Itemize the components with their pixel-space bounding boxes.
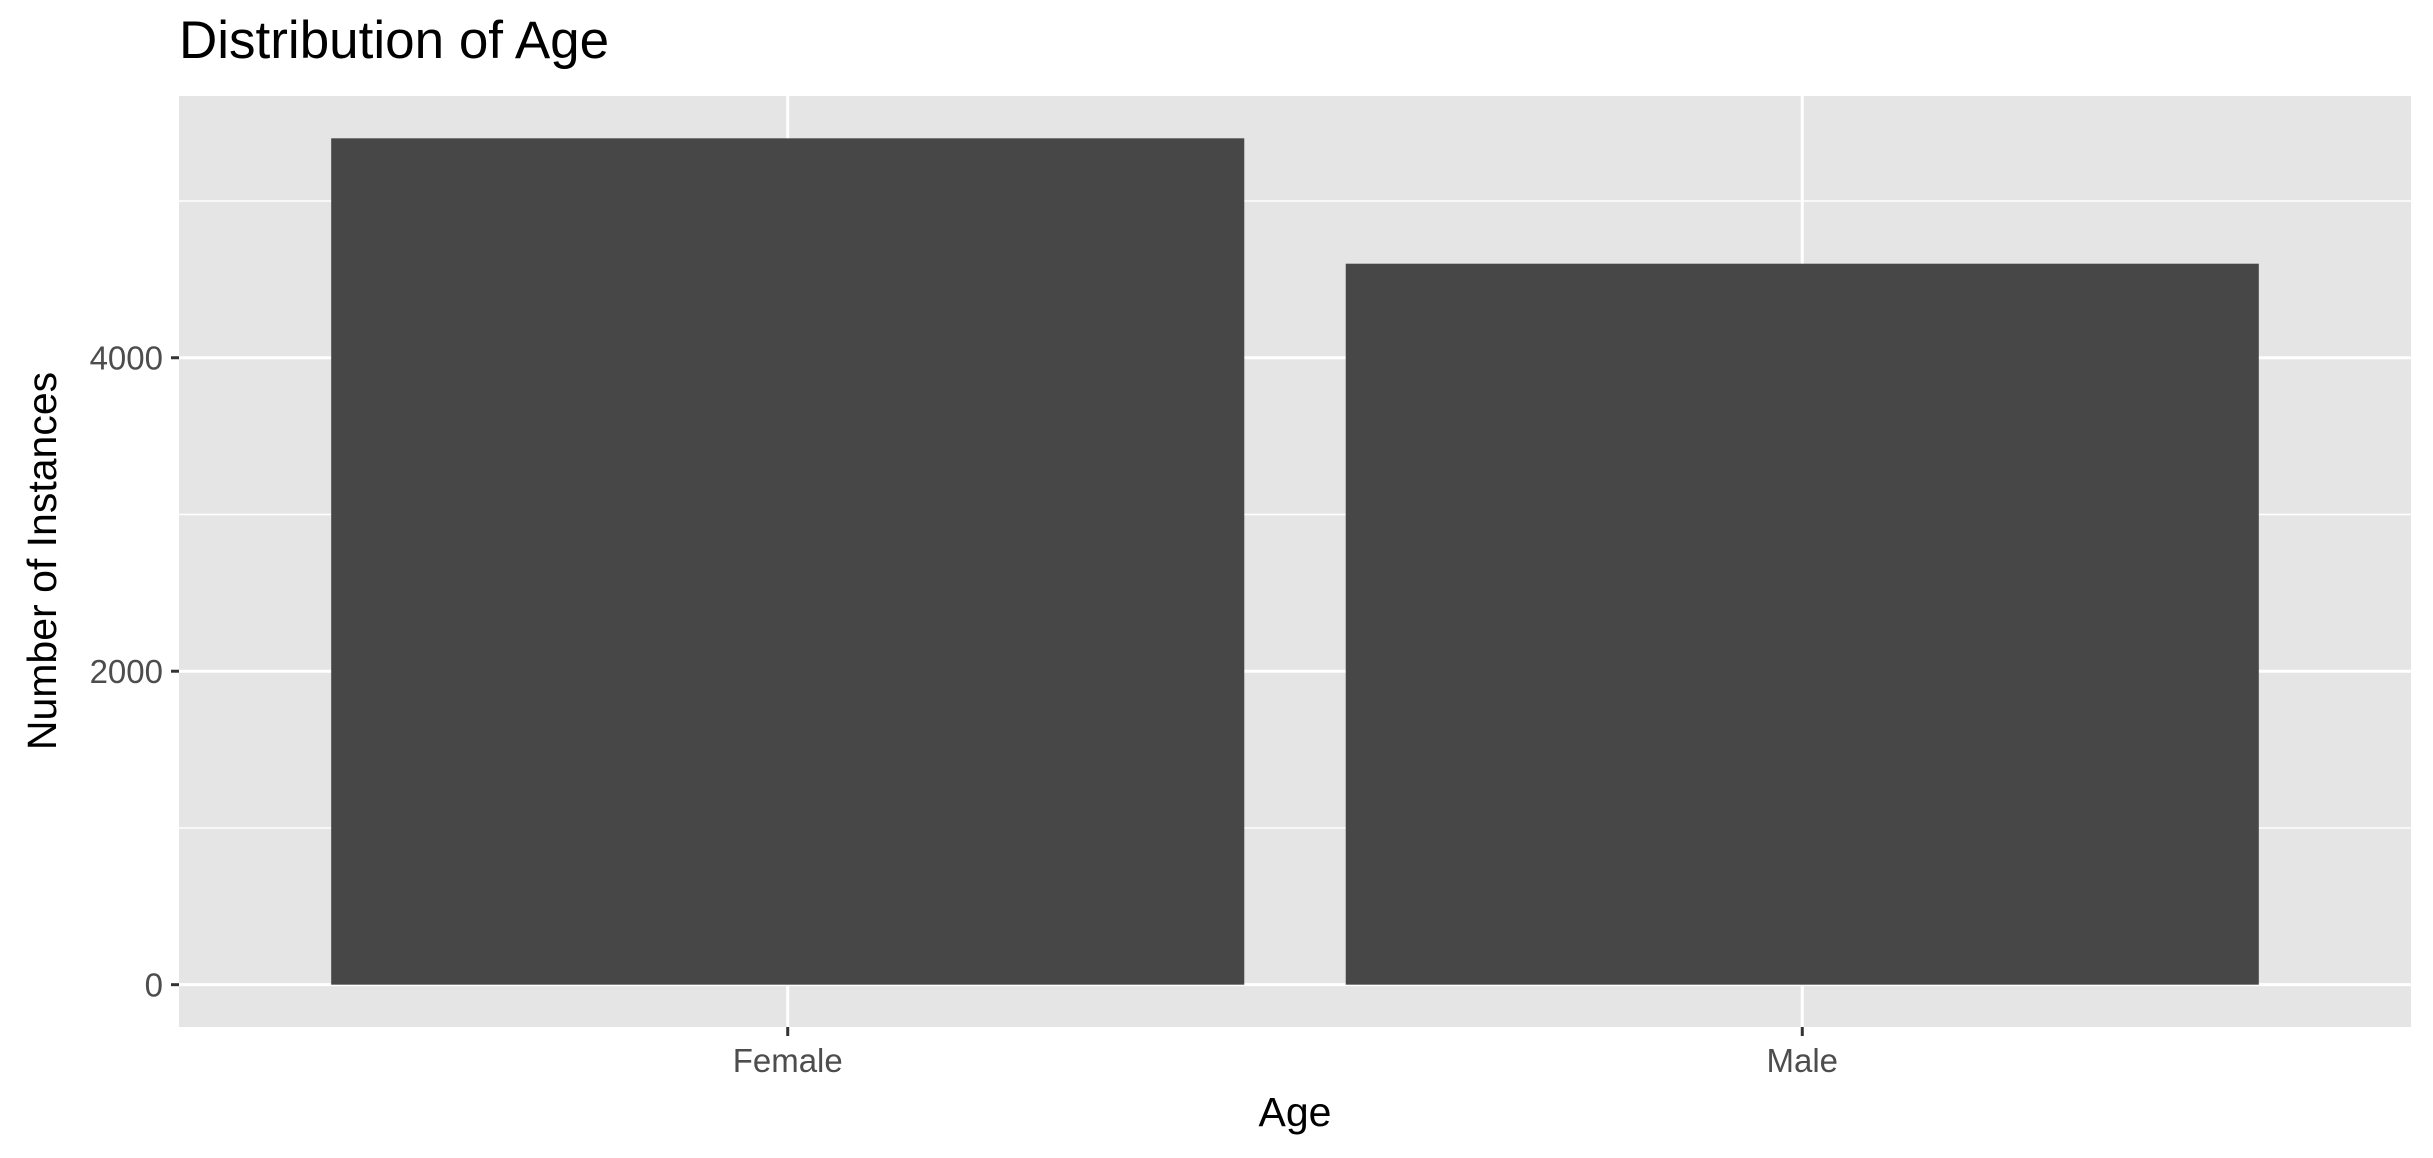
x-tick-label: Female: [733, 1042, 843, 1079]
bars: [331, 138, 2259, 985]
y-tick-label: 2000: [90, 653, 163, 690]
x-tick-label: Male: [1767, 1042, 1839, 1079]
x-axis: Female Male: [733, 1027, 1838, 1079]
y-tick-label: 0: [145, 967, 163, 1004]
chart-title: Distribution of Age: [179, 11, 609, 70]
x-axis-title: Age: [1259, 1089, 1332, 1135]
bar-male: [1345, 263, 2259, 985]
y-axis-title: Number of Instances: [19, 372, 65, 750]
y-axis: 0 2000 4000: [90, 340, 179, 1004]
bar-female: [331, 138, 1245, 985]
y-tick-label: 4000: [90, 340, 163, 377]
